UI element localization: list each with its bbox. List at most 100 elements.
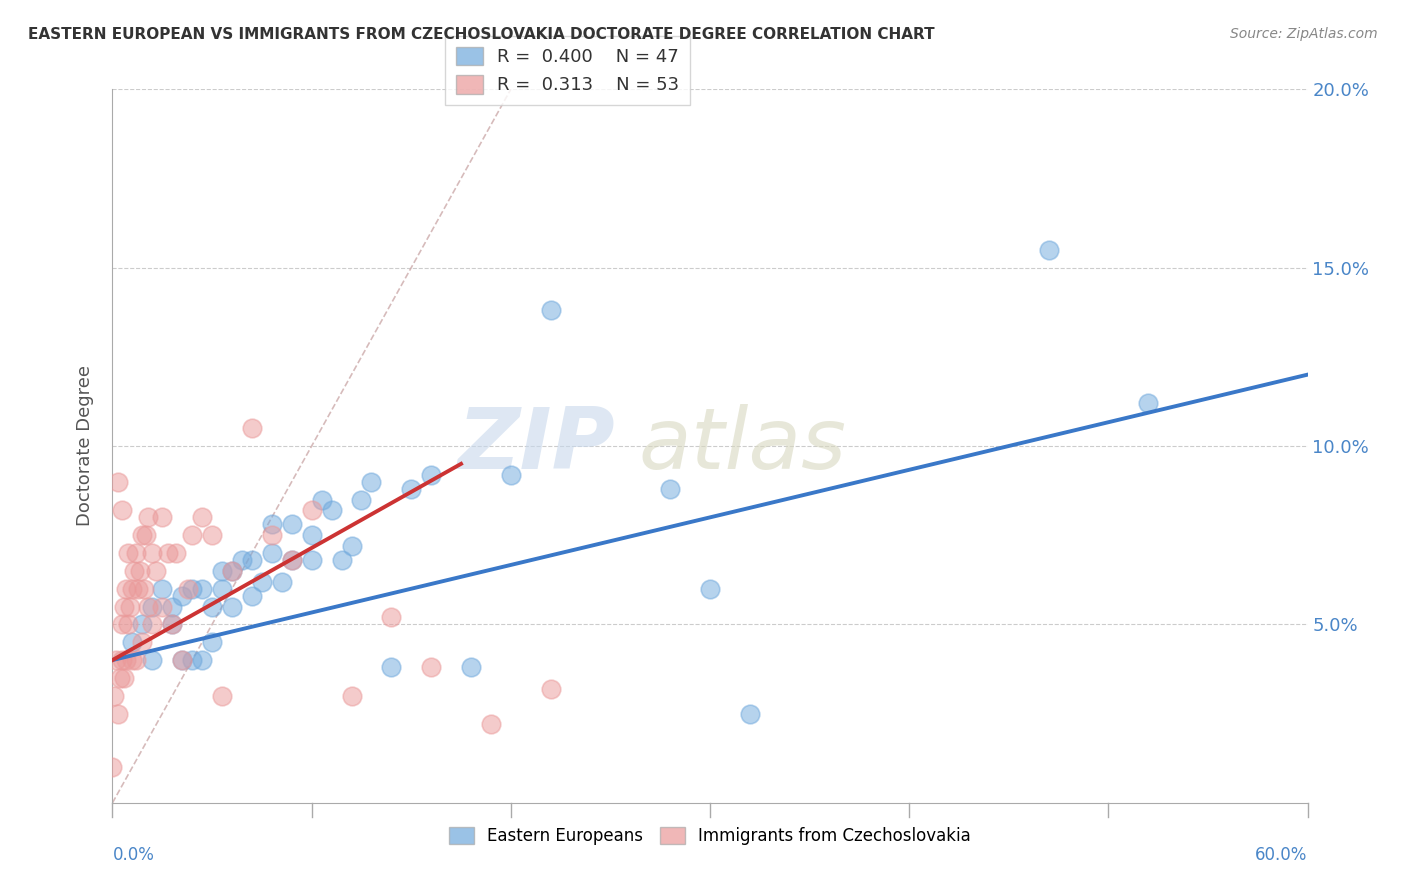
Point: [172, 653, 194, 667]
Point: [110, 671, 132, 685]
Point: [145, 564, 167, 578]
Point: [107, 475, 129, 489]
Text: 60.0%: 60.0%: [1256, 846, 1308, 863]
Point: [321, 503, 343, 517]
Point: [360, 475, 382, 489]
Point: [211, 689, 233, 703]
Point: [162, 617, 183, 632]
Point: [330, 553, 353, 567]
Point: [105, 653, 128, 667]
Point: [181, 582, 204, 596]
Text: 0.0%: 0.0%: [112, 846, 155, 863]
Text: atlas: atlas: [638, 404, 846, 488]
Point: [221, 599, 243, 614]
Point: [301, 503, 323, 517]
Point: [150, 599, 173, 614]
Point: [191, 510, 214, 524]
Point: [121, 635, 143, 649]
Point: [117, 546, 139, 560]
Text: ZIP: ZIP: [457, 404, 614, 488]
Point: [281, 553, 304, 567]
Point: [260, 546, 283, 560]
Point: [201, 635, 224, 649]
Point: [177, 582, 200, 596]
Point: [340, 539, 363, 553]
Legend: Eastern Europeans, Immigrants from Czechoslovakia: Eastern Europeans, Immigrants from Czech…: [443, 820, 977, 852]
Point: [738, 706, 761, 721]
Point: [150, 510, 173, 524]
Point: [127, 582, 149, 596]
Point: [1038, 243, 1060, 257]
Point: [111, 653, 134, 667]
Point: [111, 617, 134, 632]
Point: [162, 599, 183, 614]
Point: [138, 510, 160, 524]
Point: [311, 492, 333, 507]
Point: [460, 660, 482, 674]
Point: [380, 660, 402, 674]
Point: [260, 528, 283, 542]
Point: [141, 599, 163, 614]
Point: [134, 582, 156, 596]
Point: [172, 589, 194, 603]
Point: [117, 617, 139, 632]
Point: [141, 546, 163, 560]
Point: [191, 582, 214, 596]
Point: [111, 503, 134, 517]
Point: [201, 528, 224, 542]
Point: [162, 617, 183, 632]
Point: [101, 760, 124, 774]
Point: [181, 528, 204, 542]
Point: [191, 653, 214, 667]
Point: [211, 582, 233, 596]
Point: [121, 653, 143, 667]
Point: [138, 599, 160, 614]
Point: [125, 653, 148, 667]
Point: [260, 517, 283, 532]
Point: [157, 546, 180, 560]
Point: [107, 706, 129, 721]
Point: [479, 717, 502, 731]
Point: [115, 653, 138, 667]
Point: [499, 467, 522, 482]
Point: [270, 574, 292, 589]
Y-axis label: Doctorate Degree: Doctorate Degree: [76, 366, 94, 526]
Point: [281, 553, 304, 567]
Text: EASTERN EUROPEAN VS IMMIGRANTS FROM CZECHOSLOVAKIA DOCTORATE DEGREE CORRELATION : EASTERN EUROPEAN VS IMMIGRANTS FROM CZEC…: [28, 27, 935, 42]
Point: [281, 517, 304, 532]
Point: [120, 599, 142, 614]
Point: [201, 599, 224, 614]
Point: [240, 421, 263, 435]
Point: [301, 553, 323, 567]
Point: [250, 574, 273, 589]
Point: [129, 564, 152, 578]
Text: Source: ZipAtlas.com: Source: ZipAtlas.com: [1230, 27, 1378, 41]
Point: [221, 564, 243, 578]
Point: [240, 589, 263, 603]
Point: [301, 528, 323, 542]
Point: [540, 681, 562, 696]
Point: [540, 303, 562, 318]
Point: [131, 617, 153, 632]
Point: [420, 467, 443, 482]
Point: [699, 582, 721, 596]
Point: [141, 617, 163, 632]
Point: [659, 482, 682, 496]
Point: [1137, 396, 1160, 410]
Point: [114, 599, 135, 614]
Point: [172, 653, 194, 667]
Point: [211, 564, 233, 578]
Point: [231, 553, 253, 567]
Point: [115, 582, 138, 596]
Point: [150, 582, 173, 596]
Point: [114, 671, 135, 685]
Point: [141, 653, 163, 667]
Point: [420, 660, 443, 674]
Point: [135, 528, 157, 542]
Point: [380, 610, 402, 624]
Point: [103, 689, 125, 703]
Point: [340, 689, 363, 703]
Point: [240, 553, 263, 567]
Point: [165, 546, 187, 560]
Point: [131, 528, 153, 542]
